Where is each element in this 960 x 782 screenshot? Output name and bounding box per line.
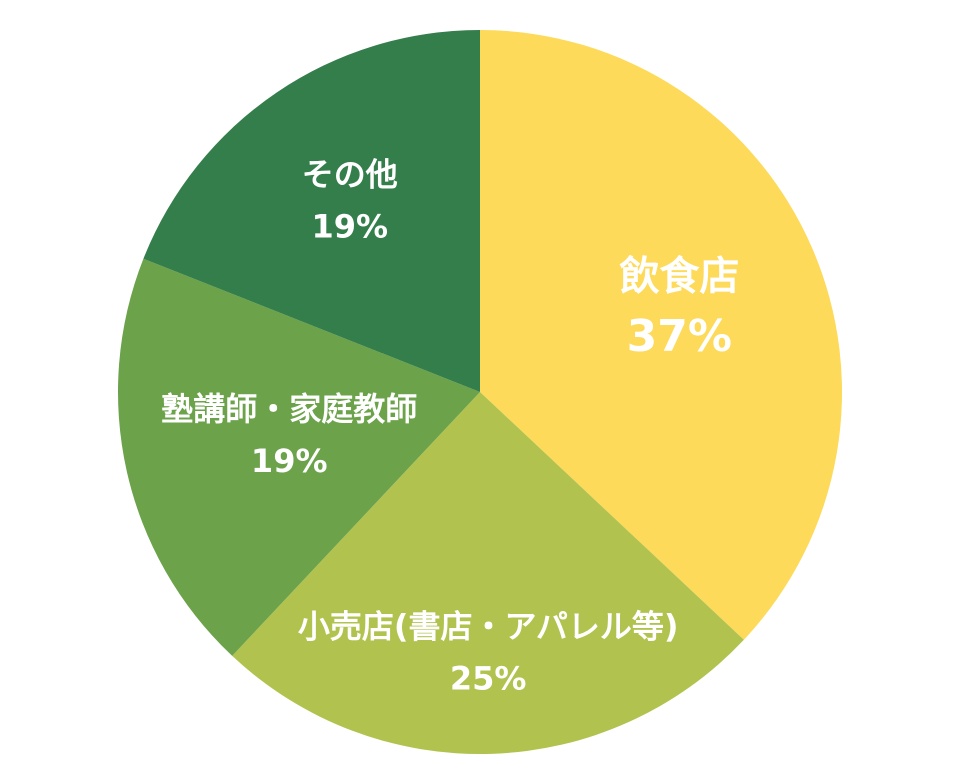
pie-slice-1	[480, 30, 842, 640]
slice-percent-label: 19%	[311, 208, 388, 246]
slice-percent-label: 19%	[251, 442, 328, 480]
pie-slice-4	[143, 30, 481, 392]
slice-percent-label: 37%	[627, 311, 732, 362]
pie-labels: 飲食店 37% 小売店(書店・アパレル等) 25% 塾講師・家庭教師 19% その他 19%	[161, 156, 739, 698]
slice-name-label: その他	[302, 156, 398, 194]
slice-percent-label: 25%	[450, 660, 527, 698]
slice-name-label: 小売店(書店・アパレル等)	[298, 608, 679, 646]
pie-slice-3	[118, 258, 481, 656]
pie-slice-2	[232, 392, 744, 755]
slice-name-label: 飲食店	[619, 254, 739, 300]
slice-name-label: 塾講師・家庭教師	[161, 390, 417, 428]
pie-slices	[118, 30, 842, 755]
